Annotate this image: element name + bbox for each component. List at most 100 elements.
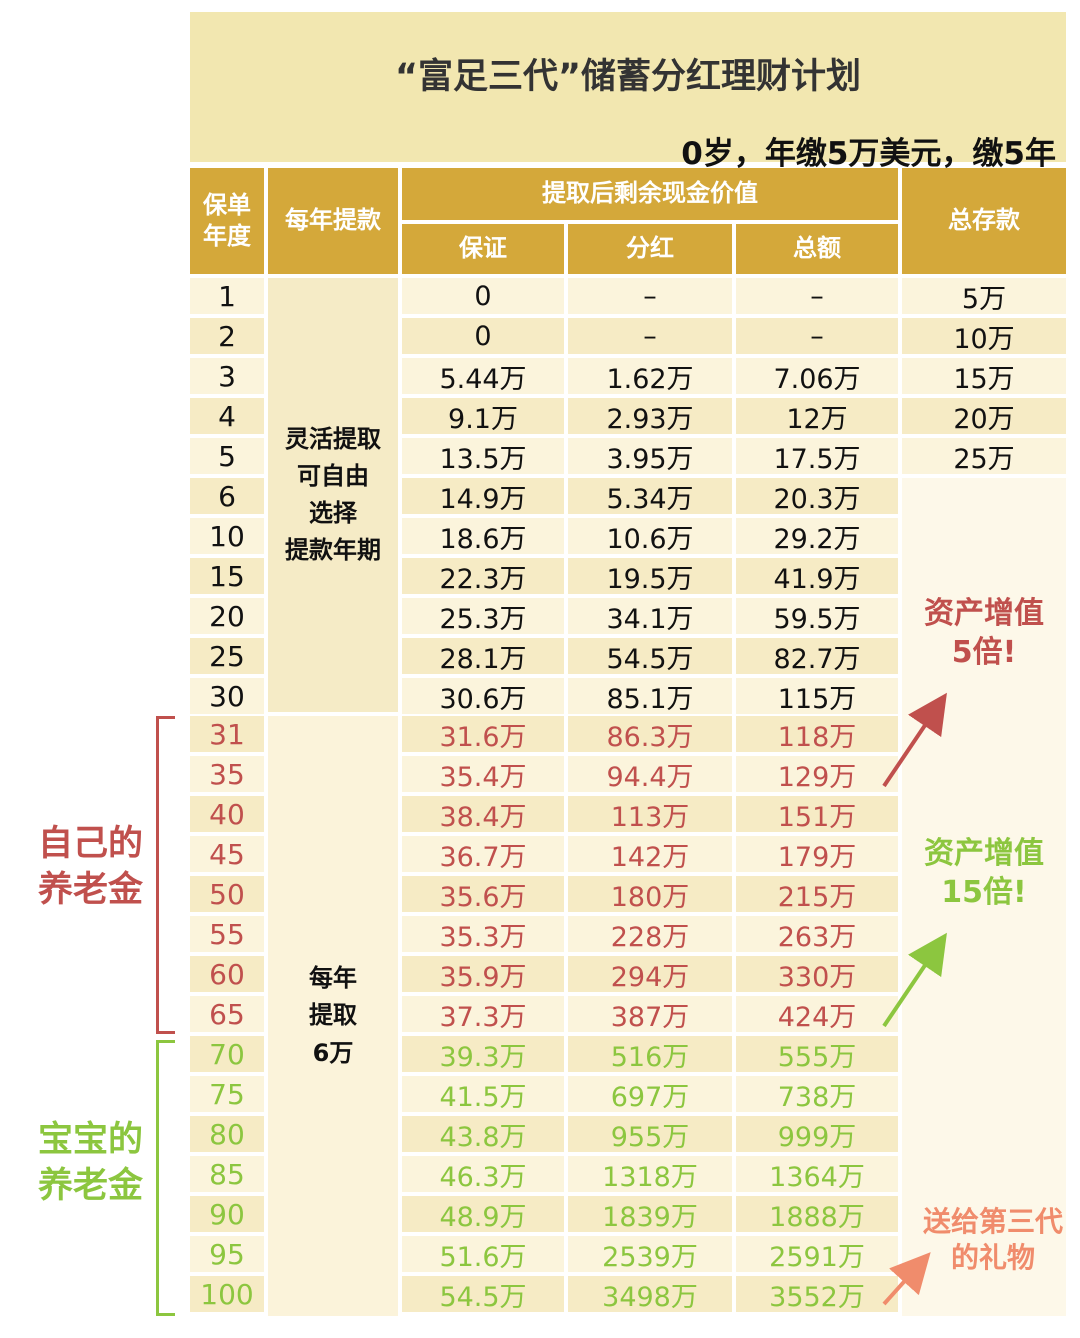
cell-guaranteed: 22.3万 xyxy=(402,558,564,595)
arrow-red xyxy=(882,692,947,788)
cell-dividend: 142万 xyxy=(568,836,732,873)
cell-total: 555万 xyxy=(736,1036,898,1073)
cell-total: 118万 xyxy=(736,716,898,753)
cell-dividend: 19.5万 xyxy=(568,558,732,595)
header-total: 总额 xyxy=(736,224,898,274)
page-subtitle: 0岁，年缴5万美元，缴5年 xyxy=(681,136,1056,172)
cell-year: 80 xyxy=(190,1116,264,1152)
cell-total: 12万 xyxy=(736,398,898,435)
growth-5x-note: 资产增值 5倍! xyxy=(924,596,1044,670)
cell-deposit: 10万 xyxy=(902,318,1066,355)
cell-year: 90 xyxy=(190,1196,264,1232)
withdraw-annual-cell: 每年 提取 6万 xyxy=(268,716,398,1316)
header-deposit: 总存款 xyxy=(902,168,1066,274)
cell-year: 65 xyxy=(190,996,264,1032)
cell-guaranteed: 48.9万 xyxy=(402,1196,564,1233)
cell-guaranteed: 13.5万 xyxy=(402,438,564,475)
cell-year: 5 xyxy=(190,438,264,474)
own-pension-bracket xyxy=(156,716,175,1034)
baby-pension-bracket xyxy=(156,1040,175,1316)
header-remaining: 提取后剩余现金价值 xyxy=(402,168,898,220)
cell-year: 3 xyxy=(190,358,264,394)
page-title: “富足三代”储蓄分红理财计划 xyxy=(394,57,861,97)
gift-note: 送给第三代 的礼物 xyxy=(922,1205,1063,1275)
cell-deposit: 15万 xyxy=(902,358,1066,395)
header-year-text: 保单 年度 xyxy=(203,190,251,250)
cell-year: 45 xyxy=(190,836,264,872)
own-pension-label: 自己的 养老金 xyxy=(38,824,144,910)
header-remaining-text: 提取后剩余现金价值 xyxy=(542,179,758,208)
cell-total: 7.06万 xyxy=(736,358,898,395)
cell-dividend: 180万 xyxy=(568,876,732,913)
cell-guaranteed: 35.6万 xyxy=(402,876,564,913)
withdraw-flexible-cell: 灵活提取 可自由 选择 提款年期 xyxy=(268,278,398,712)
arrow-orange xyxy=(882,1252,931,1306)
cell-total: 82.7万 xyxy=(736,638,898,675)
cell-guaranteed: 37.3万 xyxy=(402,996,564,1033)
cell-dividend: 85.1万 xyxy=(568,678,732,715)
cell-guaranteed: 35.9万 xyxy=(402,956,564,993)
cell-total: 29.2万 xyxy=(736,518,898,555)
header-withdraw: 每年提款 xyxy=(268,168,398,274)
cell-dividend: 2539万 xyxy=(568,1236,732,1273)
header-dividend-text: 分红 xyxy=(626,234,674,263)
cell-dividend: 955万 xyxy=(568,1116,732,1153)
header-deposit-text: 总存款 xyxy=(948,206,1020,235)
cell-year: 6 xyxy=(190,478,264,514)
cell-total: 151万 xyxy=(736,796,898,833)
cell-dividend: 10.6万 xyxy=(568,518,732,555)
cell-year: 1 xyxy=(190,278,264,314)
cell-year: 95 xyxy=(190,1236,264,1272)
header-total-text: 总额 xyxy=(793,234,841,263)
cell-total: – xyxy=(736,318,898,354)
cell-total: 263万 xyxy=(736,916,898,953)
cell-dividend: 387万 xyxy=(568,996,732,1033)
cell-guaranteed: 30.6万 xyxy=(402,678,564,715)
cell-guaranteed: 0 xyxy=(402,278,564,314)
cell-guaranteed: 41.5万 xyxy=(402,1076,564,1113)
cell-dividend: – xyxy=(568,318,732,354)
cell-guaranteed: 18.6万 xyxy=(402,518,564,555)
cell-dividend: 1839万 xyxy=(568,1196,732,1233)
cell-deposit: 20万 xyxy=(902,398,1066,435)
cell-total: 59.5万 xyxy=(736,598,898,635)
cell-guaranteed: 36.7万 xyxy=(402,836,564,873)
cell-dividend: 697万 xyxy=(568,1076,732,1113)
cell-dividend: 3.95万 xyxy=(568,438,732,475)
cell-year: 10 xyxy=(190,518,264,554)
cell-year: 75 xyxy=(190,1076,264,1112)
cell-total: 738万 xyxy=(736,1076,898,1113)
cell-guaranteed: 35.4万 xyxy=(402,756,564,793)
cell-guaranteed: 35.3万 xyxy=(402,916,564,953)
cell-guaranteed: 51.6万 xyxy=(402,1236,564,1273)
cell-total: 129万 xyxy=(736,756,898,793)
header-guaranteed-text: 保证 xyxy=(459,234,507,263)
cell-dividend: 2.93万 xyxy=(568,398,732,435)
cell-total: 215万 xyxy=(736,876,898,913)
cell-dividend: 54.5万 xyxy=(568,638,732,675)
cell-year: 35 xyxy=(190,756,264,792)
cell-year: 50 xyxy=(190,876,264,912)
cell-total: 1364万 xyxy=(736,1156,898,1193)
cell-total: 179万 xyxy=(736,836,898,873)
cell-year: 20 xyxy=(190,598,264,634)
cell-year: 40 xyxy=(190,796,264,832)
cell-guaranteed: 39.3万 xyxy=(402,1036,564,1073)
cell-total: 999万 xyxy=(736,1116,898,1153)
cell-guaranteed: 54.5万 xyxy=(402,1276,564,1313)
withdraw-annual-text: 每年 提取 6万 xyxy=(309,964,357,1067)
cell-dividend: 5.34万 xyxy=(568,478,732,515)
withdraw-flexible-text: 灵活提取 可自由 选择 提款年期 xyxy=(285,424,381,565)
cell-dividend: 113万 xyxy=(568,796,732,833)
cell-total: 17.5万 xyxy=(736,438,898,475)
cell-total: 1888万 xyxy=(736,1196,898,1233)
cell-guaranteed: 9.1万 xyxy=(402,398,564,435)
cell-guaranteed: 28.1万 xyxy=(402,638,564,675)
cell-year: 31 xyxy=(190,716,264,752)
cell-year: 15 xyxy=(190,558,264,594)
cell-dividend: 294万 xyxy=(568,956,732,993)
cell-dividend: 34.1万 xyxy=(568,598,732,635)
cell-year: 30 xyxy=(190,678,264,714)
cell-year: 2 xyxy=(190,318,264,354)
